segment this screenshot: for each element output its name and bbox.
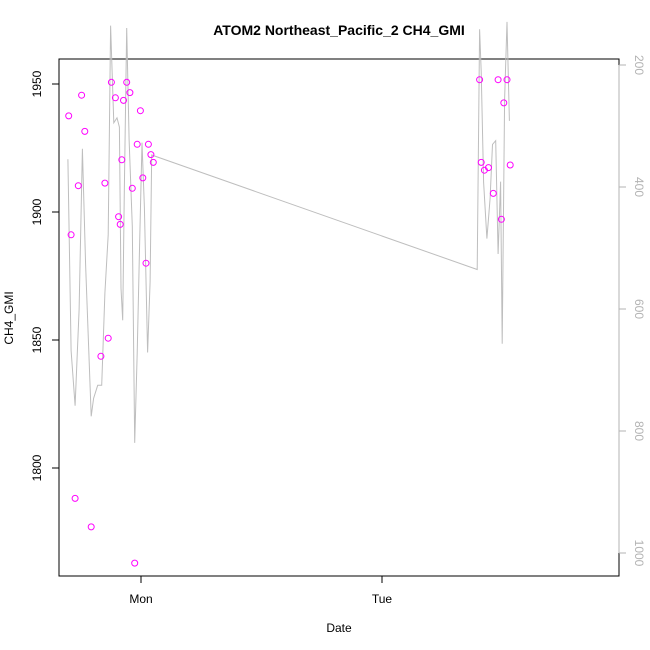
- data-point: [136, 107, 144, 115]
- data-point: [104, 334, 112, 342]
- y-axis-label: CH4_GMI: [2, 291, 16, 344]
- data-point: [87, 523, 95, 531]
- data-point: [497, 215, 505, 223]
- plot-frame: [58, 58, 620, 577]
- left-y-tick-label: 1800: [30, 454, 44, 481]
- data-point: [101, 179, 109, 187]
- data-point: [494, 76, 502, 84]
- data-point: [477, 158, 485, 166]
- data-point: [65, 112, 73, 120]
- data-point: [485, 164, 492, 172]
- right-y-tick-label: 800: [632, 421, 646, 441]
- data-point: [116, 220, 124, 228]
- right-y-tick-label: 600: [632, 299, 646, 319]
- data-point: [500, 99, 508, 107]
- chart-title: ATOM2 Northeast_Pacific_2 CH4_GMI: [213, 22, 465, 38]
- data-point: [71, 494, 79, 502]
- data-point: [97, 352, 105, 360]
- left-y-tick-label: 1900: [30, 198, 44, 225]
- right-y-tick-label: 400: [632, 177, 646, 197]
- data-point: [120, 96, 127, 104]
- data-point: [147, 151, 155, 159]
- data-point: [139, 174, 147, 182]
- data-point: [111, 94, 119, 102]
- data-point: [476, 76, 484, 84]
- data-point: [149, 158, 157, 166]
- x-tick-label: Tue: [372, 592, 393, 606]
- data-point: [489, 189, 497, 197]
- data-point: [107, 78, 115, 86]
- data-point: [123, 78, 131, 86]
- left-y-tick-label: 1950: [30, 70, 44, 97]
- data-point: [144, 140, 152, 148]
- series-line: [67, 21, 510, 443]
- point-series: [65, 76, 514, 567]
- data-point: [142, 259, 150, 267]
- data-point: [118, 156, 126, 164]
- x-axis: Mon Tue: [129, 575, 393, 606]
- data-point: [133, 140, 141, 148]
- data-point: [126, 89, 134, 97]
- data-point: [506, 161, 514, 169]
- data-point: [67, 231, 75, 239]
- data-point: [128, 184, 136, 192]
- left-y-axis: 1800 1850 1900 1950: [30, 70, 60, 481]
- data-point: [81, 127, 89, 135]
- data-point: [131, 559, 139, 567]
- left-y-tick-label: 1850: [30, 326, 44, 353]
- data-point: [74, 182, 82, 190]
- data-point: [503, 76, 511, 84]
- data-point: [115, 213, 123, 221]
- x-tick-label: Mon: [129, 592, 152, 606]
- line-series: [67, 21, 510, 443]
- x-axis-label: Date: [326, 621, 352, 635]
- right-y-tick-label: 1000: [632, 540, 646, 567]
- right-y-axis: 200 400 600 800 1000: [618, 55, 646, 567]
- data-point: [78, 91, 86, 99]
- right-y-tick-label: 200: [632, 55, 646, 75]
